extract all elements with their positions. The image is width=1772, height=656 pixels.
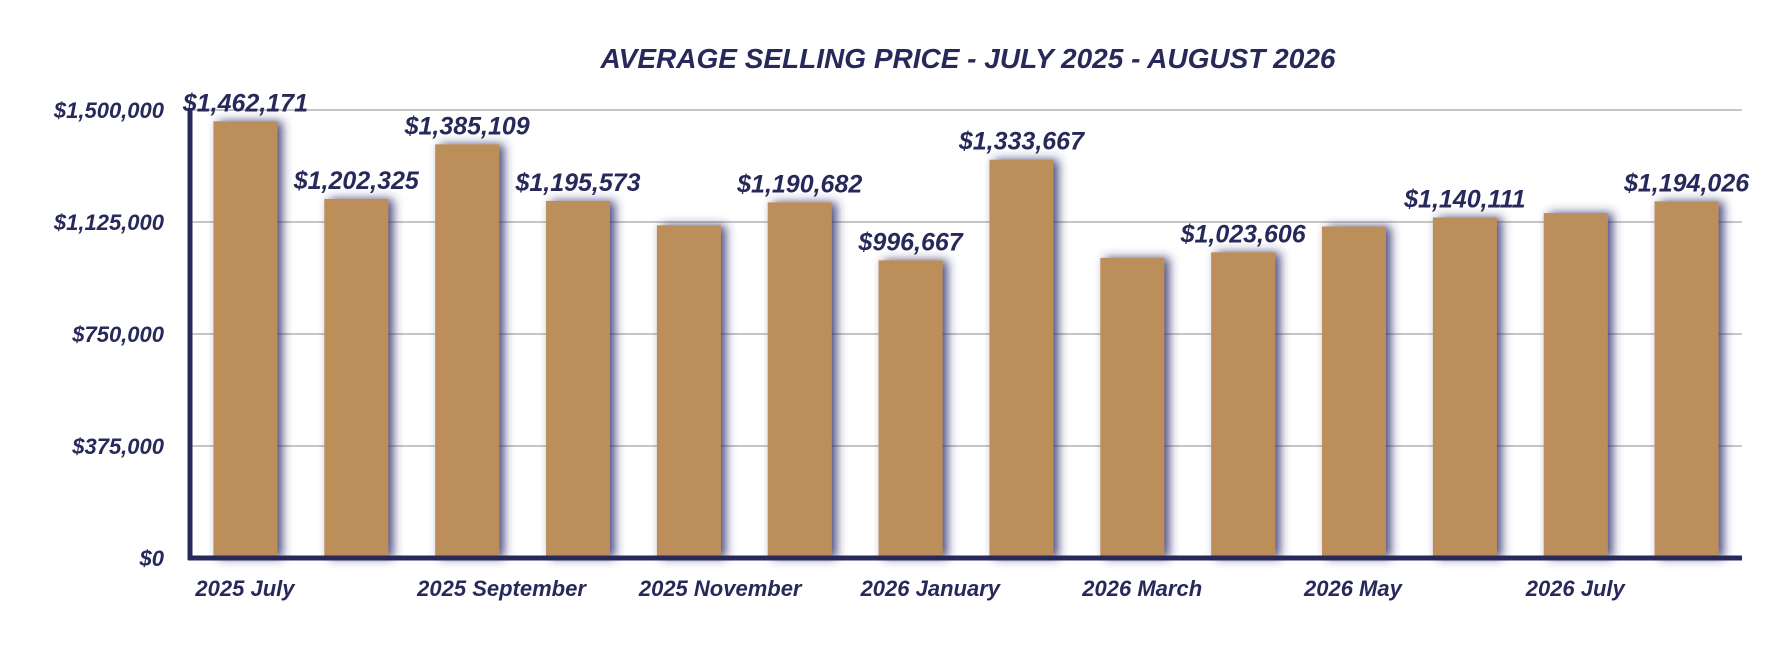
bar: [767, 202, 832, 558]
data-label: $1,195,573: [514, 169, 640, 197]
x-tick-label: 2026 March: [1081, 576, 1202, 601]
bar: [989, 159, 1054, 559]
bar: [213, 121, 278, 558]
data-label: $1,140,111: [1403, 185, 1525, 213]
data-label: $1,023,606: [1180, 220, 1307, 248]
data-label: $1,194,026: [1623, 169, 1750, 197]
x-tick-label: 2026 January: [860, 576, 1002, 601]
bar: [324, 198, 389, 559]
bar: [1211, 252, 1276, 558]
y-tick-label: $375,000: [71, 434, 165, 459]
bar: [1432, 217, 1497, 558]
bar: [1654, 201, 1719, 559]
bar: [1543, 213, 1608, 559]
data-label: $1,333,667: [958, 128, 1085, 156]
x-tick-label: 2026 May: [1303, 576, 1404, 601]
x-tick-label: 2026 July: [1525, 576, 1627, 601]
x-tick-label: 2025 July: [194, 576, 296, 601]
data-label: $1,190,682: [736, 170, 862, 198]
y-tick-label: $750,000: [71, 322, 165, 347]
data-label: $1,202,325: [293, 167, 420, 195]
chart-title: AVERAGE SELLING PRICE - JULY 2025 - AUGU…: [600, 43, 1336, 74]
gridlines: [190, 109, 1742, 447]
x-axis-tick-labels: 2025 July 2025 September 2025 November 2026…: [194, 576, 1626, 601]
axes: [187, 108, 1742, 561]
y-tick-label: $0: [139, 546, 165, 571]
bar: [1322, 226, 1386, 559]
data-label: $1,462,171: [182, 89, 308, 117]
x-tick-label: 2025 September: [416, 576, 587, 601]
bar: [878, 260, 943, 558]
bar: [546, 200, 610, 559]
bar: [1100, 257, 1165, 558]
bar: [656, 225, 721, 558]
data-label: $1,385,109: [404, 112, 530, 140]
x-tick-label: 2025 November: [638, 576, 803, 601]
bar: [435, 144, 500, 558]
y-tick-label: $1,500,000: [53, 98, 165, 123]
y-axis-tick-labels: $0 $375,000 $750,000 $1,125,000 $1,500,000: [53, 98, 165, 571]
bars: [213, 121, 1719, 559]
data-label: $996,667: [857, 228, 963, 256]
data-labels: $1,462,171 $1,202,325 $1,385,109 $1,195,573…: [182, 89, 1750, 256]
y-tick-label: $1,125,000: [53, 210, 165, 235]
